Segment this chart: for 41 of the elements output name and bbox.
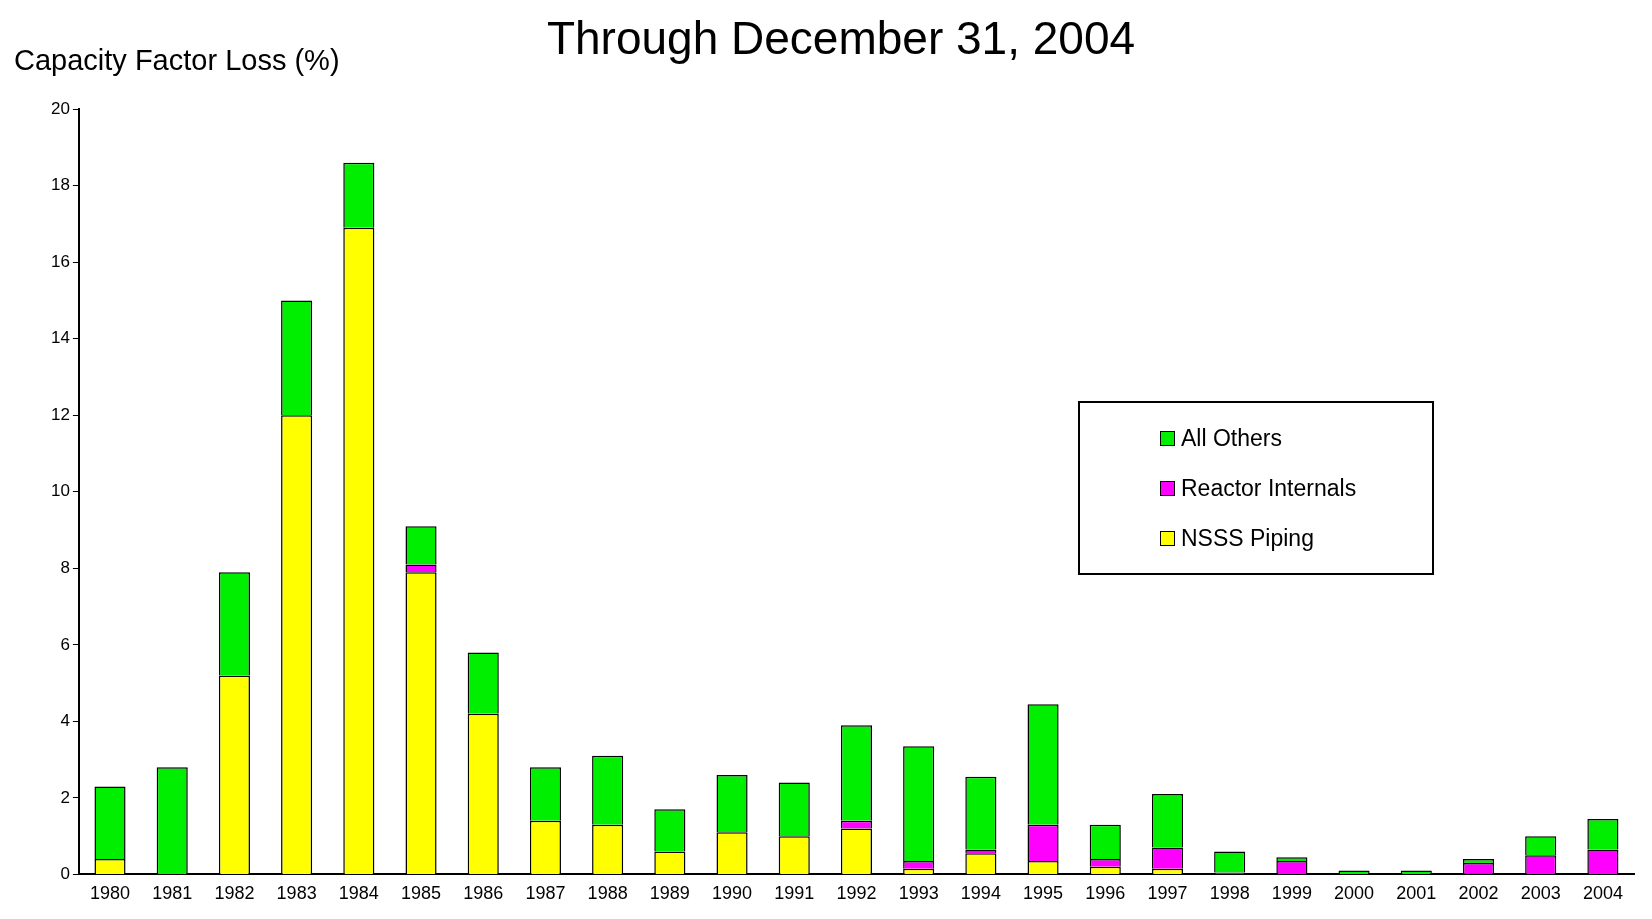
y-tick-label: 2 [60, 787, 70, 807]
legend-label: NSSS Piping [1181, 524, 1314, 552]
y-tick-label: 20 [50, 98, 70, 118]
legend-label: Reactor Internals [1181, 474, 1357, 502]
x-tick-label: 1981 [152, 883, 193, 904]
x-tick-label: 2001 [1396, 883, 1437, 904]
x-tick-label: 1990 [712, 883, 753, 904]
x-tick-label: 1988 [587, 883, 628, 904]
x-tick-label: 2004 [1582, 883, 1623, 904]
x-tick-label: 1989 [649, 883, 690, 904]
x-tick-label: 1983 [276, 883, 317, 904]
x-tick-label: 1986 [463, 883, 504, 904]
x-tick-label: 1995 [1023, 883, 1064, 904]
x-tick-label: 1996 [1085, 883, 1126, 904]
legend-label: All Others [1181, 424, 1282, 452]
y-tick-label: 8 [60, 558, 70, 578]
x-tick-label: 1993 [898, 883, 939, 904]
x-tick-label: 2002 [1458, 883, 1499, 904]
y-axis-title: Capacity Factor Loss (%) [14, 44, 340, 76]
y-tick-label: 4 [60, 711, 70, 731]
x-tick-label: 1987 [525, 883, 566, 904]
y-tick-label: 12 [50, 404, 70, 424]
y-tick-label: 10 [50, 481, 70, 501]
x-tick-label: 1985 [401, 883, 442, 904]
x-tick-label: 1991 [774, 883, 815, 904]
x-tick-label: 1997 [1147, 883, 1188, 904]
y-tick-label: 18 [50, 175, 70, 195]
x-tick-label: 2003 [1520, 883, 1561, 904]
x-tick-label: 1982 [214, 883, 255, 904]
y-tick-label: 16 [50, 251, 70, 271]
x-tick-label: 1999 [1271, 883, 1312, 904]
y-tick-label: 0 [60, 864, 70, 884]
chart-title: Through December 31, 2004 [546, 12, 1136, 65]
y-tick-label: 6 [60, 634, 70, 654]
x-tick-label: 2000 [1334, 883, 1375, 904]
x-tick-label: 1998 [1209, 883, 1250, 904]
x-tick-label: 1994 [960, 883, 1001, 904]
x-tick-label: 1984 [338, 883, 379, 904]
x-tick-label: 1992 [836, 883, 877, 904]
y-tick-label: 14 [50, 328, 70, 348]
x-tick-label: 1980 [89, 883, 131, 904]
